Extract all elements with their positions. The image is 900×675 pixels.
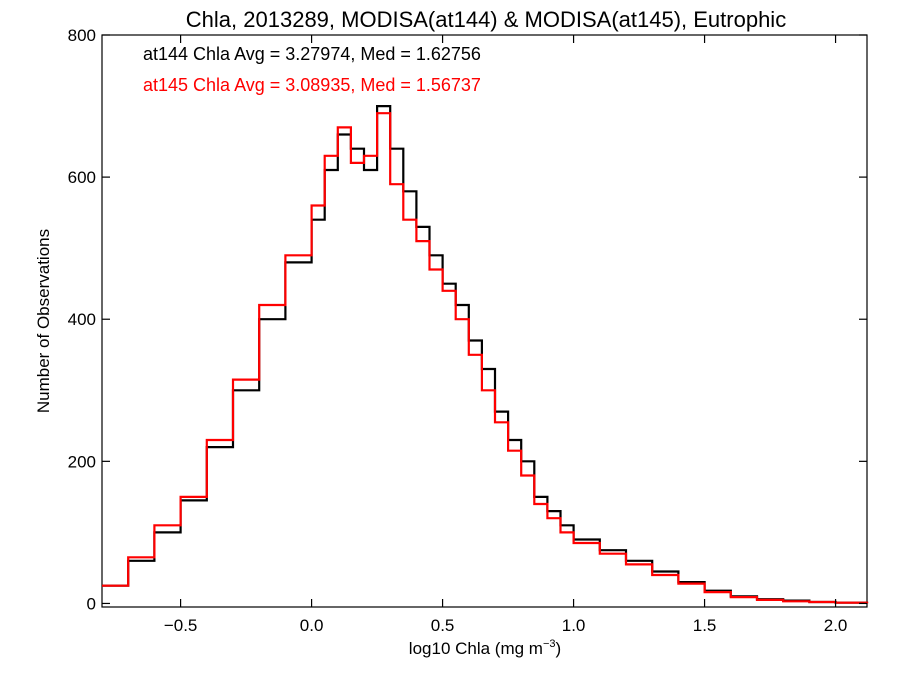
x-axis-label-end: ) (556, 639, 562, 658)
annotation-at145: at145 Chla Avg = 3.08935, Med = 1.56737 (143, 75, 481, 95)
x-tick-label: 1.5 (693, 616, 717, 635)
y-axis-label: Number of Observations (34, 229, 53, 413)
x-axis-label-main: log10 Chla (mg m (409, 639, 543, 658)
x-tick-label: 0.0 (300, 616, 324, 635)
x-tick-label: 0.5 (431, 616, 455, 635)
series-layer (102, 105, 869, 604)
x-tick-label: −0.5 (164, 616, 198, 635)
y-tick-label: 600 (68, 168, 96, 187)
x-tick-label: 1.0 (562, 616, 586, 635)
chart-title: Chla, 2013289, MODISA(at144) & MODISA(at… (186, 7, 786, 32)
y-tick-label: 400 (68, 310, 96, 329)
axis-ticks: −0.5 0.0 0.5 1.0 1.5 2.0 0 200 400 600 800 (68, 26, 867, 635)
y-tick-label: 200 (68, 452, 96, 471)
annotation-at144: at144 Chla Avg = 3.27974, Med = 1.62756 (143, 44, 481, 64)
y-tick-label: 800 (68, 26, 96, 45)
x-axis-label-superscript: −3 (543, 638, 556, 650)
series-line-at144 (102, 105, 869, 604)
series-line-at145 (102, 112, 869, 604)
x-axis-label: log10 Chla (mg m−3) (409, 638, 561, 658)
y-tick-label: 0 (87, 594, 96, 613)
x-tick-label: 2.0 (824, 616, 848, 635)
plot-frame (101, 34, 868, 608)
